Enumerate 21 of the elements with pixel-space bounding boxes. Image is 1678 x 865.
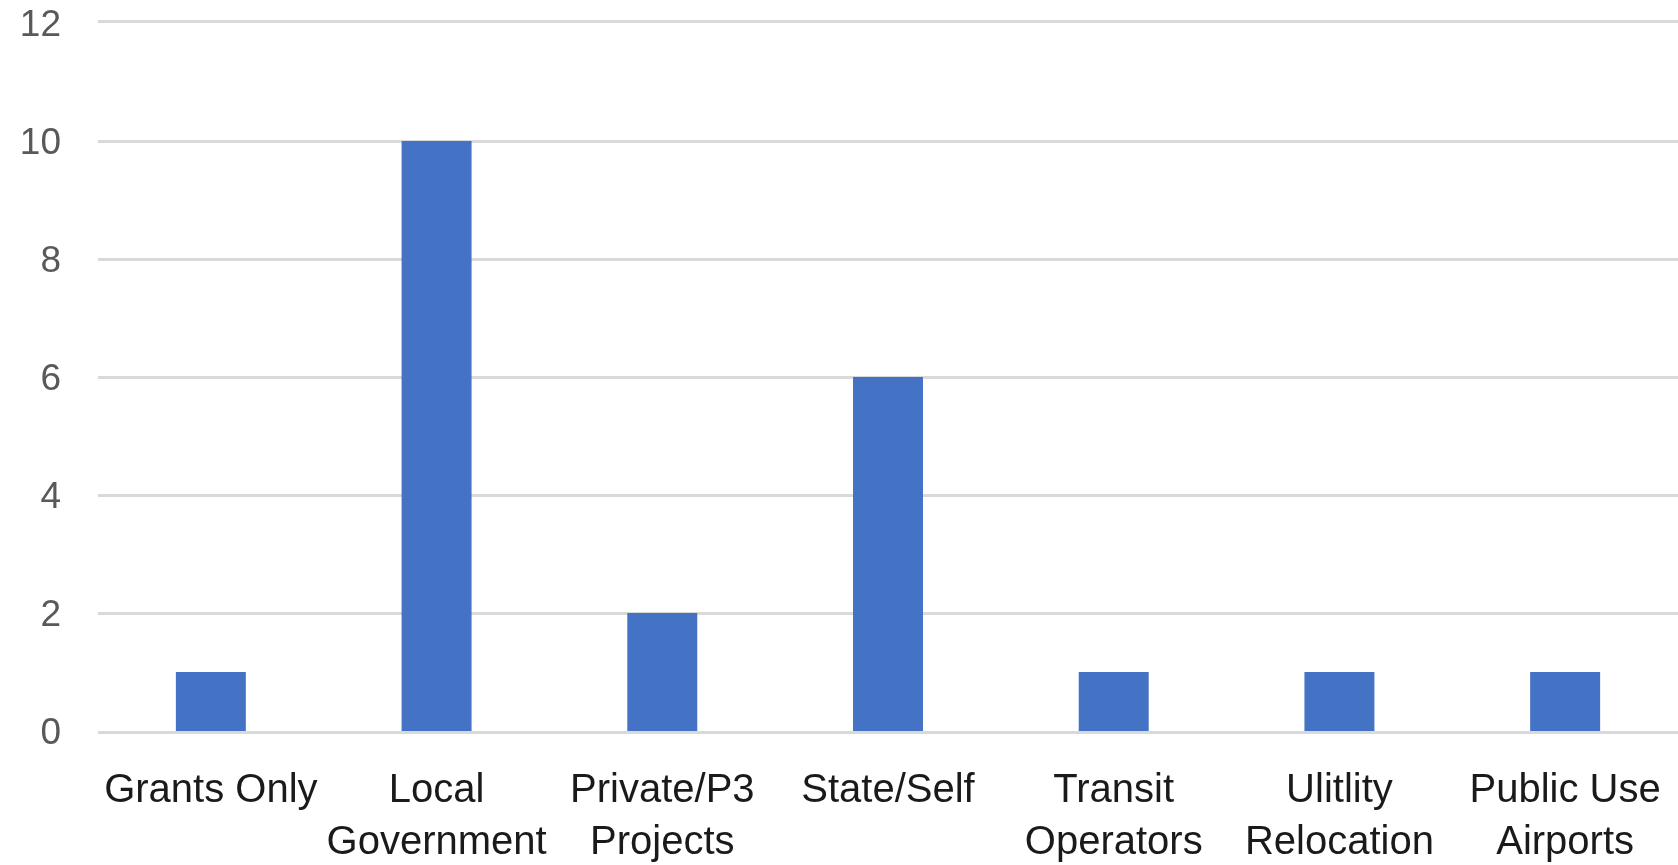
bar (853, 377, 923, 731)
x-tick-label: State/Self (801, 765, 976, 810)
y-tick-label: 2 (40, 592, 61, 634)
bar (627, 613, 698, 731)
bar (401, 141, 472, 731)
y-tick-label: 6 (40, 356, 61, 398)
y-tick-label: 12 (19, 2, 61, 44)
y-tick-label: 8 (40, 238, 61, 280)
x-tick-label: Public Use Airports (1469, 765, 1661, 862)
x-tick-label: Local Government (326, 765, 547, 862)
x-tick-label: Transit Operators (1024, 765, 1203, 862)
x-tick-label: Ulitlity Relocation (1244, 765, 1434, 862)
bar (175, 672, 246, 731)
bar (1078, 672, 1149, 731)
y-tick-label: 4 (40, 474, 61, 516)
y-tick-label: 10 (19, 120, 61, 162)
x-tick-label: Private/P3 Projects (570, 765, 755, 862)
bar (1530, 672, 1601, 731)
y-tick-label: 0 (40, 710, 61, 752)
bar (1304, 672, 1375, 731)
x-tick-label: Grants Only (104, 765, 318, 810)
